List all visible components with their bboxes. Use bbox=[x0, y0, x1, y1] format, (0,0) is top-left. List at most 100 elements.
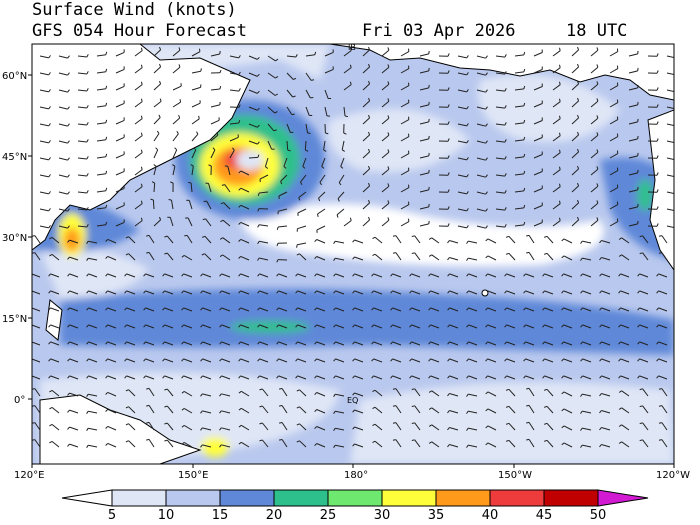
wind-barb bbox=[202, 427, 212, 431]
wind-barb bbox=[343, 84, 352, 91]
wind-barb bbox=[115, 68, 125, 74]
wind-barb-feather bbox=[105, 426, 109, 429]
wind-barb bbox=[476, 225, 486, 229]
wind-barb-feather bbox=[526, 438, 530, 441]
wind-barb bbox=[134, 50, 143, 57]
wind-barb bbox=[487, 324, 497, 329]
wind-barb bbox=[69, 307, 79, 312]
wind-barb bbox=[299, 253, 307, 261]
wind-barb-feather bbox=[523, 136, 526, 141]
wind-barb bbox=[69, 426, 79, 431]
wind-barb bbox=[362, 168, 370, 176]
wind-barb bbox=[374, 389, 383, 397]
wind-barb-feather bbox=[542, 273, 545, 277]
wind-barb bbox=[343, 106, 346, 116]
wind-barb-feather bbox=[86, 324, 89, 328]
wind-barb-feather bbox=[618, 254, 622, 257]
wind-barb bbox=[621, 407, 630, 414]
wind-barb-feather bbox=[596, 115, 599, 119]
wind-barb bbox=[628, 206, 638, 210]
wind-barb bbox=[96, 105, 106, 108]
wind-barb bbox=[533, 137, 543, 142]
wind-barb-feather bbox=[276, 259, 279, 263]
wind-barb bbox=[354, 290, 364, 295]
wind-barb bbox=[248, 123, 258, 128]
wind-barb bbox=[495, 140, 505, 143]
wind-barb bbox=[563, 307, 573, 312]
wind-barb bbox=[34, 422, 41, 431]
wind-barb bbox=[229, 136, 239, 142]
wind-barb-feather bbox=[387, 64, 390, 68]
colorbar-bin bbox=[165, 489, 221, 507]
wind-barb bbox=[51, 424, 60, 431]
wind-barb-feather bbox=[485, 140, 488, 144]
wind-barb-feather bbox=[466, 106, 469, 110]
wind-barb bbox=[324, 68, 334, 74]
wind-barb-feather bbox=[276, 324, 279, 328]
wind-barb bbox=[88, 324, 98, 329]
wind-barb bbox=[476, 123, 486, 127]
wind-barb bbox=[164, 307, 174, 312]
wind-barb bbox=[32, 273, 41, 278]
wind-barb bbox=[172, 66, 181, 74]
wind-barb-feather bbox=[618, 307, 621, 311]
wind-barb-feather bbox=[143, 358, 146, 362]
wind-barb bbox=[128, 236, 136, 244]
wind-barb-feather bbox=[559, 166, 561, 170]
wind-barb bbox=[468, 427, 478, 431]
wind-barb-feather bbox=[618, 341, 621, 345]
wind-barb-feather bbox=[140, 217, 143, 221]
wind-barb bbox=[601, 444, 611, 448]
wind-barb bbox=[468, 358, 478, 363]
wind-barb bbox=[305, 72, 312, 81]
wind-barb-feather bbox=[637, 290, 640, 294]
wind-barb-feather bbox=[314, 324, 317, 328]
wind-barb-feather bbox=[526, 234, 530, 237]
wind-barb bbox=[468, 240, 478, 244]
wind-barb-feather bbox=[523, 102, 526, 107]
wind-barb bbox=[145, 358, 155, 363]
wind-barb bbox=[50, 290, 60, 295]
wind-barb bbox=[172, 49, 181, 57]
wind-barb-feather bbox=[124, 324, 127, 328]
wind-barb bbox=[392, 341, 402, 346]
wind-barb bbox=[134, 135, 143, 142]
wind-barb-feather bbox=[105, 290, 108, 294]
wind-barb-feather bbox=[523, 204, 526, 209]
wind-barb bbox=[115, 85, 125, 91]
wind-barb-feather bbox=[188, 181, 192, 184]
wind-barb bbox=[107, 442, 117, 448]
wind-barb bbox=[487, 273, 497, 278]
wind-barb-feather bbox=[67, 426, 70, 430]
wind-barb bbox=[419, 138, 429, 142]
wind-barb-feather bbox=[238, 119, 241, 124]
wind-barb bbox=[430, 375, 440, 380]
wind-barb-feather bbox=[340, 166, 344, 169]
wind-barb bbox=[628, 121, 638, 125]
wind-barb-feather bbox=[485, 408, 489, 412]
wind-barb bbox=[50, 358, 60, 363]
wind-barb bbox=[552, 152, 561, 159]
wind-barb-feather bbox=[485, 191, 488, 195]
wind-barb-feather bbox=[333, 358, 336, 362]
wind-barb-feather bbox=[352, 307, 355, 311]
wind-barb bbox=[183, 390, 193, 397]
wind-barb-feather bbox=[676, 157, 678, 160]
wind-barb bbox=[658, 307, 668, 312]
wind-barb bbox=[202, 393, 212, 397]
wind-barb-feather bbox=[140, 47, 143, 51]
wind-barb-feather bbox=[390, 375, 393, 379]
wind-barb bbox=[487, 290, 497, 295]
wind-barb bbox=[69, 409, 79, 414]
wind-barb bbox=[88, 358, 98, 363]
wind-barb bbox=[88, 393, 98, 397]
wind-barb bbox=[202, 324, 212, 329]
wind-barb bbox=[264, 157, 269, 167]
wind-barb bbox=[495, 225, 505, 228]
wind-barb bbox=[153, 49, 161, 57]
wind-barb bbox=[343, 50, 352, 57]
wind-barb-feather bbox=[105, 187, 108, 191]
wind-barb-feather bbox=[159, 63, 162, 68]
wind-barb bbox=[546, 235, 554, 244]
wind-barb-feather bbox=[238, 187, 242, 191]
